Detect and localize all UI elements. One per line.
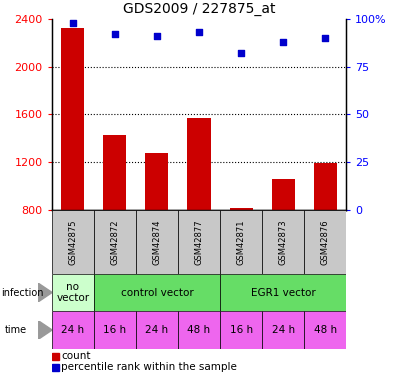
Bar: [262, 210, 304, 274]
Text: no
vector: no vector: [56, 282, 89, 303]
Bar: [52, 353, 59, 360]
Bar: [61, 28, 84, 210]
Point: [70, 20, 76, 26]
Bar: [304, 311, 346, 349]
Text: 16 h: 16 h: [103, 325, 127, 335]
Text: GSM42874: GSM42874: [152, 219, 162, 265]
Text: GSM42872: GSM42872: [110, 219, 119, 265]
Bar: [271, 179, 295, 210]
Bar: [136, 210, 178, 274]
Text: GSM42873: GSM42873: [279, 219, 288, 265]
Text: 48 h: 48 h: [187, 325, 211, 335]
Bar: [220, 311, 262, 349]
Text: 16 h: 16 h: [230, 325, 253, 335]
Bar: [230, 208, 253, 210]
Point: [238, 50, 244, 56]
Text: percentile rank within the sample: percentile rank within the sample: [61, 362, 237, 372]
Text: EGR1 vector: EGR1 vector: [251, 288, 316, 297]
Text: 24 h: 24 h: [145, 325, 168, 335]
Bar: [220, 210, 262, 274]
Point: [280, 39, 286, 45]
Bar: [52, 210, 94, 274]
Point: [196, 29, 202, 35]
Text: count: count: [61, 351, 91, 361]
Text: GSM42876: GSM42876: [321, 219, 330, 265]
Bar: [187, 118, 211, 210]
Bar: [52, 364, 59, 370]
Text: time: time: [5, 325, 27, 335]
Bar: [94, 210, 136, 274]
Text: 24 h: 24 h: [61, 325, 84, 335]
Text: infection: infection: [1, 288, 43, 297]
Polygon shape: [38, 283, 52, 302]
Text: control vector: control vector: [121, 288, 193, 297]
Bar: [103, 135, 127, 210]
Bar: [220, 274, 346, 311]
Text: 48 h: 48 h: [314, 325, 337, 335]
Text: GSM42875: GSM42875: [68, 219, 77, 265]
Polygon shape: [38, 321, 52, 339]
Point: [154, 33, 160, 39]
Title: GDS2009 / 227875_at: GDS2009 / 227875_at: [123, 2, 275, 16]
Bar: [52, 311, 94, 349]
Bar: [178, 210, 220, 274]
Point: [322, 35, 328, 41]
Point: [112, 31, 118, 37]
Bar: [304, 210, 346, 274]
Text: GSM42877: GSM42877: [195, 219, 203, 265]
Text: 24 h: 24 h: [271, 325, 295, 335]
Bar: [262, 311, 304, 349]
Bar: [178, 311, 220, 349]
Bar: [52, 274, 94, 311]
Bar: [136, 311, 178, 349]
Bar: [145, 153, 168, 210]
Text: GSM42871: GSM42871: [236, 219, 246, 265]
Bar: [314, 163, 337, 210]
Bar: [94, 311, 136, 349]
Bar: [94, 274, 220, 311]
